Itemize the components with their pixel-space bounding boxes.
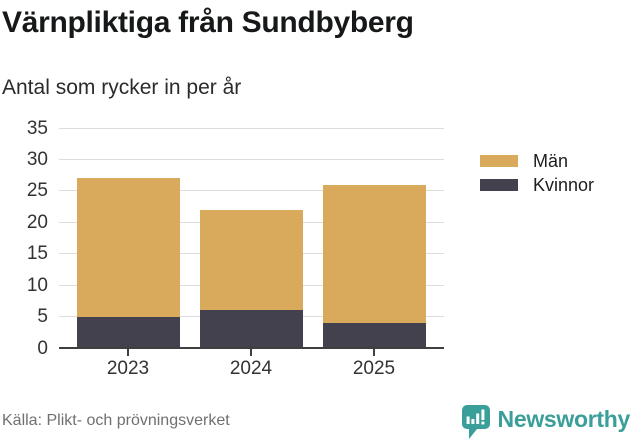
bar-segment-män-2024: [199, 209, 303, 311]
legend: Män Kvinnor: [480, 149, 594, 197]
legend-item-män: Män: [480, 149, 594, 173]
gridline-25: [59, 190, 444, 192]
newsworthy-icon: [461, 405, 490, 439]
bar-segment-kvinnor-2024: [199, 310, 303, 348]
y-tick-label: 20: [26, 211, 48, 233]
gridline-35: [59, 127, 444, 129]
x-tick: [127, 349, 129, 356]
y-tick-label: 25: [26, 180, 48, 202]
legend-label-män: Män: [533, 150, 569, 171]
x-tick: [250, 349, 252, 356]
legend-swatch-kvinnor: [480, 179, 518, 191]
x-tick: [373, 349, 375, 356]
legend-label-kvinnor: Kvinnor: [533, 174, 595, 195]
bar-segment-kvinnor-2025: [322, 322, 426, 348]
x-axis-line: [59, 347, 444, 349]
bar-2025: [322, 184, 426, 348]
y-tick-label: 5: [37, 306, 48, 328]
y-tick-label: 10: [26, 274, 48, 296]
gridline-30: [59, 158, 444, 160]
source-note: Källa: Plikt- och prövningsverket: [2, 412, 230, 429]
bar-2023: [76, 178, 180, 348]
bar-segment-män-2023: [76, 178, 180, 317]
x-tick-label-2025: 2025: [352, 358, 396, 379]
newsworthy-wordmark: Newsworthy: [497, 406, 631, 432]
chart-subtitle: Antal som rycker in per år: [2, 76, 242, 99]
x-tick-label-2023: 2023: [106, 358, 150, 379]
chart-title: Värnpliktiga från Sundbyberg: [2, 6, 414, 39]
legend-item-kvinnor: Kvinnor: [480, 173, 594, 197]
x-tick-label-2024: 2024: [229, 358, 273, 379]
plot-area: 0 5 10 15 20 25 30 35 2023 2024 2025: [27, 119, 444, 379]
bar-2024: [199, 209, 303, 348]
y-tick-label: 30: [26, 148, 48, 170]
bar-segment-kvinnor-2023: [76, 316, 180, 348]
legend-swatch-män: [480, 155, 518, 167]
y-tick-label: 35: [26, 117, 48, 139]
bar-segment-män-2025: [322, 184, 426, 323]
y-tick-label: 15: [26, 243, 48, 265]
newsworthy-logo: Newsworthy: [461, 402, 631, 439]
y-tick-label: 0: [37, 337, 48, 359]
